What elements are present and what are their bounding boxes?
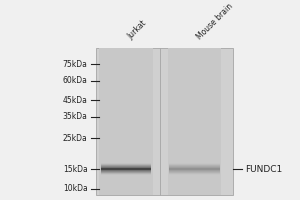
Bar: [169, 167, 220, 168]
Text: Jurkat: Jurkat: [126, 19, 148, 41]
Bar: [169, 163, 220, 164]
Bar: [169, 174, 220, 175]
Bar: [168, 48, 221, 195]
Bar: [169, 164, 220, 165]
Bar: [169, 165, 220, 166]
Bar: [100, 48, 153, 195]
Bar: [169, 169, 220, 170]
Bar: [169, 168, 220, 169]
Bar: [101, 166, 152, 167]
Text: 15kDa: 15kDa: [63, 165, 88, 174]
Bar: [97, 48, 233, 195]
Text: 10kDa: 10kDa: [63, 184, 88, 193]
Text: 25kDa: 25kDa: [63, 134, 88, 143]
Bar: [101, 171, 152, 172]
Text: 35kDa: 35kDa: [63, 112, 88, 121]
Bar: [169, 170, 220, 171]
Bar: [169, 166, 220, 167]
Bar: [101, 169, 152, 170]
Text: 75kDa: 75kDa: [63, 60, 88, 69]
Bar: [101, 164, 152, 165]
Bar: [169, 172, 220, 173]
Bar: [101, 167, 152, 168]
Bar: [101, 163, 152, 164]
Bar: [101, 172, 152, 173]
Bar: [169, 171, 220, 172]
Bar: [169, 173, 220, 174]
Bar: [101, 165, 152, 166]
Text: 45kDa: 45kDa: [63, 96, 88, 105]
Bar: [101, 170, 152, 171]
Text: Mouse brain: Mouse brain: [195, 2, 234, 41]
Bar: [101, 168, 152, 169]
Bar: [101, 173, 152, 174]
Bar: [101, 174, 152, 175]
Text: 60kDa: 60kDa: [63, 76, 88, 85]
Text: FUNDC1: FUNDC1: [245, 165, 282, 174]
